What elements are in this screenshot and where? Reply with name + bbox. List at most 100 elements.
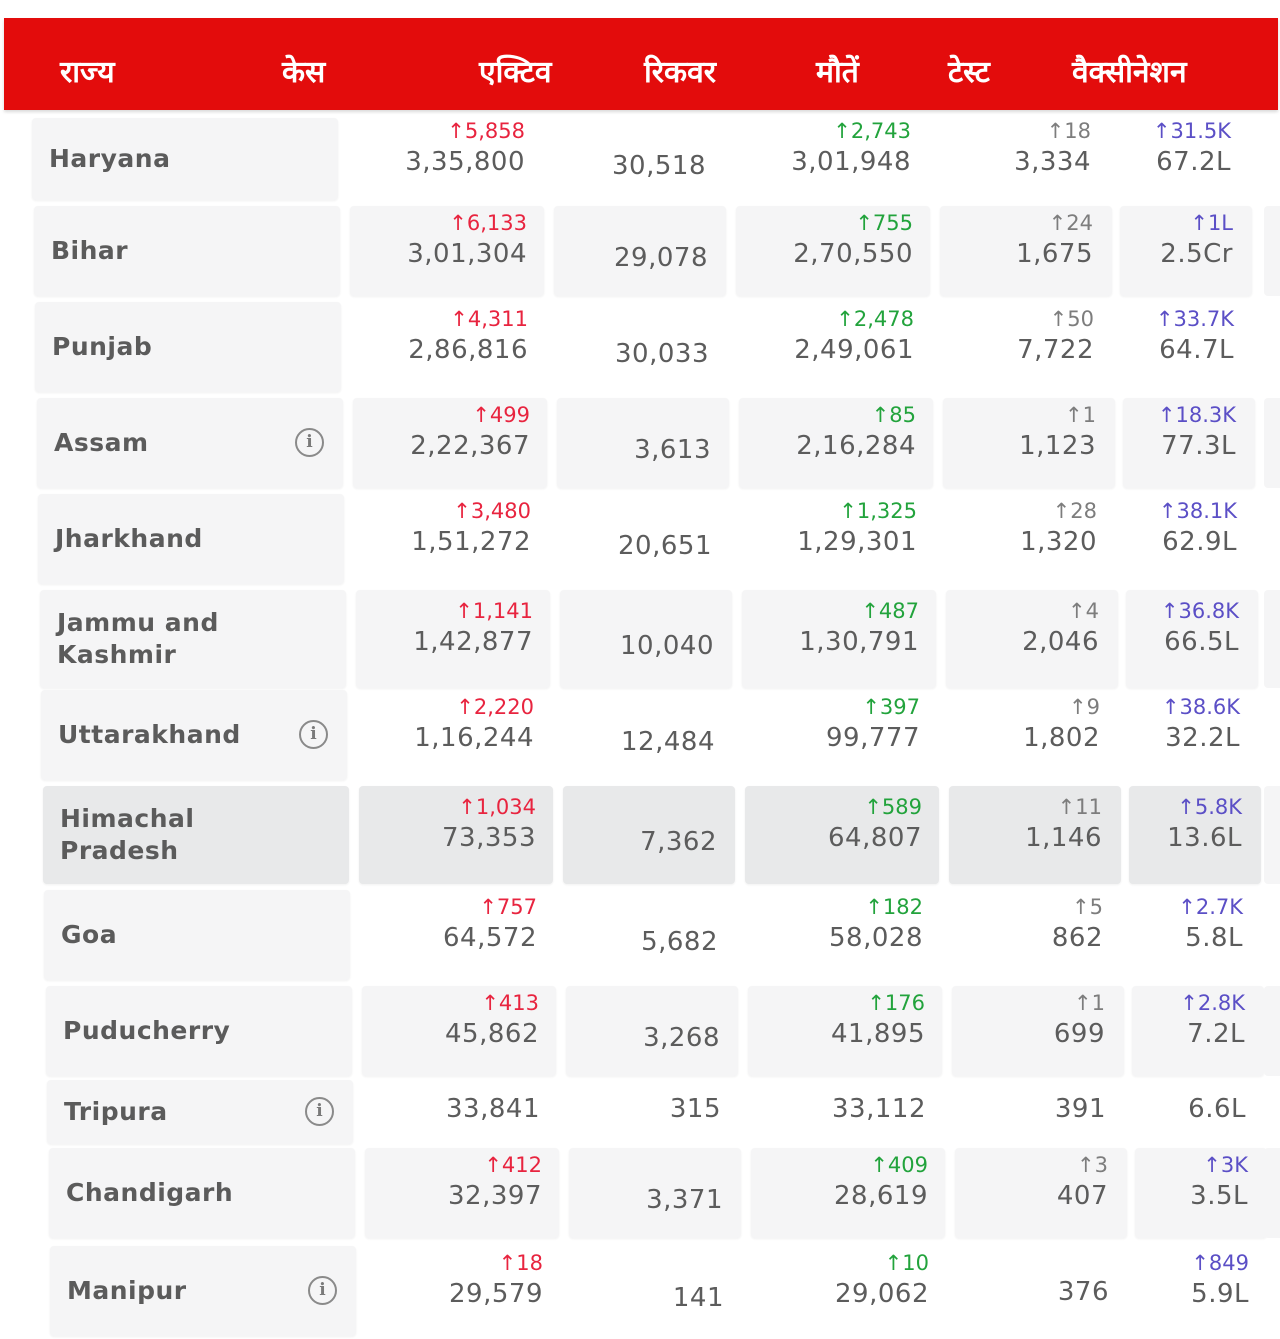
active-value: 64,572 <box>443 923 537 953</box>
active-cell <box>353 398 547 488</box>
deaths-value: 1,29,301 <box>797 527 917 557</box>
active-delta: ↑3,480 <box>453 499 531 523</box>
table-row[interactable]: Jammu and Kashmir 1,42,877 ↑1,141 10,040 1,3… <box>0 590 1280 688</box>
tests-cell <box>952 986 1124 1076</box>
deaths-value: 1,30,791 <box>799 627 919 657</box>
header-cases[interactable]: केस <box>282 55 326 90</box>
table-row[interactable]: Manipur i 29,579 ↑18 141 29,062 ↑10 376 5.9L ↑849 <box>0 1246 1280 1336</box>
vacc-cell <box>1132 986 1264 1076</box>
tests-delta: ↑4 <box>1068 599 1099 623</box>
state-cell[interactable] <box>50 1246 356 1336</box>
rec-cell <box>569 1148 741 1238</box>
active-value: 1,51,272 <box>411 527 531 557</box>
deaths-delta: ↑85 <box>871 403 916 427</box>
offscreen-cell <box>1264 206 1280 296</box>
info-icon[interactable]: i <box>299 720 328 749</box>
active-cell <box>356 590 550 688</box>
state-name: Assam <box>54 428 149 457</box>
state-cell[interactable] <box>40 590 346 688</box>
table-row[interactable]: Jharkhand 1,51,272 ↑3,480 20,651 1,29,301 ↑1,… <box>0 494 1280 584</box>
state-cell[interactable] <box>44 890 350 980</box>
vacc-value: 13.6L <box>1167 823 1242 853</box>
vacc-value: 77.3L <box>1161 431 1236 461</box>
tests-delta: ↑9 <box>1069 695 1100 719</box>
tests-delta: ↑28 <box>1052 499 1097 523</box>
tests-delta: ↑5 <box>1072 895 1103 919</box>
vacc-value: 5.9L <box>1191 1279 1249 1309</box>
state-name: Manipur <box>67 1276 187 1305</box>
state-cell[interactable] <box>47 1080 353 1144</box>
table-row[interactable]: Bihar 3,01,304 ↑6,133 29,078 2,70,550 ↑755 1,6… <box>0 206 1280 296</box>
active-delta: ↑1,141 <box>455 599 533 623</box>
tests-cell <box>940 206 1112 296</box>
tests-value: 407 <box>1056 1181 1108 1211</box>
rec-value: 30,033 <box>615 339 709 369</box>
state-cell[interactable] <box>46 986 352 1076</box>
table-row[interactable]: Punjab 2,86,816 ↑4,311 30,033 2,49,061 ↑2,478… <box>0 302 1280 392</box>
table-row[interactable]: Tripura i 33,841 315 33,112 391 6.6L <box>0 1080 1280 1144</box>
active-delta: ↑5,858 <box>447 119 525 143</box>
offscreen-cell <box>1264 590 1280 688</box>
deaths-delta: ↑589 <box>864 795 922 819</box>
header-state[interactable]: राज्य <box>60 55 115 90</box>
vacc-delta: ↑5.8K <box>1177 795 1242 819</box>
deaths-delta: ↑755 <box>855 211 913 235</box>
tests-value: 7,722 <box>1017 335 1094 365</box>
deaths-cell <box>751 1148 945 1238</box>
state-cell[interactable] <box>49 1148 355 1238</box>
state-name: Himachal Pradesh <box>60 804 195 865</box>
deaths-delta: ↑182 <box>865 895 923 919</box>
state-name: Punjab <box>52 332 153 361</box>
state-name: Uttarakhand <box>58 720 241 749</box>
state-name: Chandigarh <box>66 1178 234 1207</box>
state-cell[interactable] <box>37 398 343 488</box>
vacc-value: 32.2L <box>1165 723 1240 753</box>
vacc-cell <box>1123 398 1255 488</box>
state-cell[interactable] <box>41 690 347 780</box>
vacc-delta: ↑33.7K <box>1155 307 1234 331</box>
table-row[interactable]: Puducherry 45,862 ↑413 3,268 41,895 ↑176 699 ↑1… <box>0 986 1280 1076</box>
state-cell[interactable] <box>32 118 338 200</box>
tests-value: 1,320 <box>1020 527 1097 557</box>
table-row[interactable]: Haryana 3,35,800 ↑5,858 30,518 3,01,948 ↑2,74… <box>0 118 1280 200</box>
offscreen-cell <box>1264 986 1280 1076</box>
state-cell[interactable] <box>34 206 340 296</box>
deaths-value: 99,777 <box>826 723 920 753</box>
offscreen-cell <box>1264 786 1280 884</box>
table-row[interactable]: Uttarakhand i 1,16,244 ↑2,220 12,484 99,777 ↑3… <box>0 690 1280 780</box>
active-cell <box>350 206 544 296</box>
state-name: Tripura <box>64 1097 168 1126</box>
tests-delta: ↑3 <box>1077 1153 1108 1177</box>
header-recovered[interactable]: रिकवर <box>644 55 717 90</box>
rec-cell <box>566 986 738 1076</box>
vacc-value: 2.5Cr <box>1160 239 1233 269</box>
state-cell[interactable] <box>43 786 349 884</box>
state-cell[interactable] <box>38 494 344 584</box>
info-icon[interactable]: i <box>305 1097 334 1126</box>
table-row[interactable]: Chandigarh 32,397 ↑412 3,371 28,619 ↑409 407 ↑3… <box>0 1148 1280 1238</box>
rec-value: 10,040 <box>620 631 714 661</box>
header-tests[interactable]: टेस्ट <box>948 55 990 90</box>
info-icon[interactable]: i <box>295 428 324 457</box>
vacc-delta: ↑38.1K <box>1158 499 1237 523</box>
header-vaccination[interactable]: वैक्सीनेशन <box>1072 55 1187 90</box>
tests-value: 391 <box>1054 1094 1106 1124</box>
table-row[interactable]: Himachal Pradesh 73,353 ↑1,034 7,362 64,807 ↑… <box>0 786 1280 884</box>
table-row[interactable]: Assam i 2,22,367 ↑499 3,613 2,16,284 ↑85 1,123 ↑… <box>0 398 1280 488</box>
deaths-delta: ↑10 <box>884 1251 929 1275</box>
deaths-value: 28,619 <box>834 1181 928 1211</box>
vacc-value: 67.2L <box>1156 147 1231 177</box>
state-cell[interactable] <box>35 302 341 392</box>
vacc-value: 66.5L <box>1164 627 1239 657</box>
vacc-value: 6.6L <box>1188 1094 1246 1124</box>
table-row[interactable]: Goa 64,572 ↑757 5,682 58,028 ↑182 862 ↑5 5.8L ↑2.… <box>0 890 1280 980</box>
rec-cell <box>554 206 726 296</box>
tests-delta: ↑50 <box>1049 307 1094 331</box>
header-active[interactable]: एक्टिव <box>479 55 552 90</box>
active-value: 1,42,877 <box>413 627 533 657</box>
header-deaths[interactable]: मौतें <box>816 55 859 90</box>
deaths-delta: ↑176 <box>867 991 925 1015</box>
deaths-cell <box>745 786 939 884</box>
rec-value: 3,371 <box>646 1185 723 1215</box>
info-icon[interactable]: i <box>308 1276 337 1305</box>
